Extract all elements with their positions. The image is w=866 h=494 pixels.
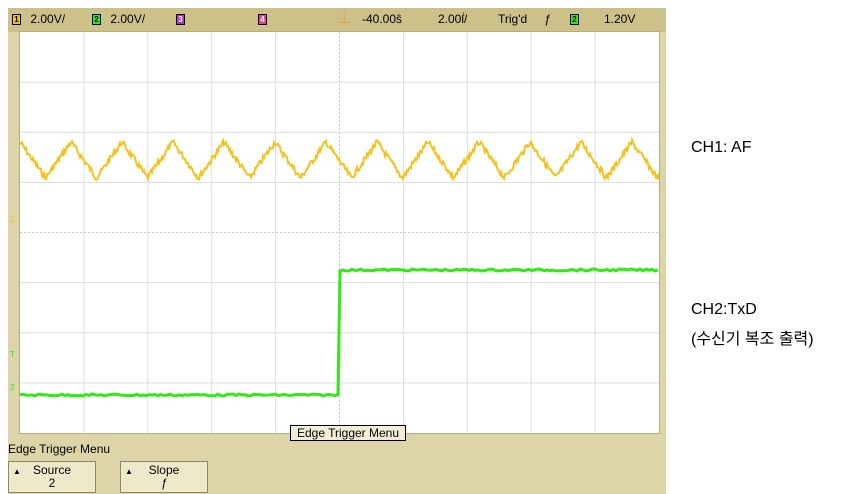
- ch4-indicator[interactable]: 4: [258, 12, 267, 26]
- slope-softkey[interactable]: ▲ Slope ƒ: [120, 461, 208, 493]
- ch2-annotation-sub: (수신기 복조 출력): [691, 331, 814, 348]
- time-per-div[interactable]: 2.00ẛ/: [438, 12, 468, 26]
- ch1-ground-marker: 1: [10, 215, 15, 224]
- oscilloscope-screen: 1 2.00V/ 2 2.00V/ 3 4 ⊥ -40.00ŝ 2.00ẛ/ T…: [8, 8, 666, 494]
- ch3-indicator[interactable]: 3: [176, 12, 185, 26]
- status-bar: 1 2.00V/ 2 2.00V/ 3 4 ⊥ -40.00ŝ 2.00ẛ/ T…: [8, 8, 666, 32]
- menu-title: Edge Trigger Menu: [8, 442, 111, 456]
- ch3-badge: 3: [176, 14, 185, 26]
- graticule: [20, 32, 659, 433]
- trigger-source-badge: 2: [570, 14, 579, 26]
- ch2-indicator[interactable]: 2 2.00V/: [92, 12, 145, 26]
- timebase-offset[interactable]: -40.00ŝ: [362, 12, 403, 26]
- ch2-badge: 2: [92, 14, 101, 26]
- softkey-arrow-icon: ▲: [125, 467, 133, 476]
- ch2-ground-marker: 2: [10, 383, 15, 392]
- edge-trigger-menu-popup: Edge Trigger Menu: [290, 425, 406, 441]
- ch4-badge: 4: [258, 14, 267, 26]
- ch1-scale: 2.00V/: [30, 12, 66, 26]
- source-softkey[interactable]: ▲ Source 2: [8, 461, 96, 493]
- softkey-arrow-icon: ▲: [13, 467, 21, 476]
- waveform-svg: [19, 32, 660, 433]
- trigger-level-marker: T: [10, 350, 15, 359]
- slope-label: Slope: [148, 463, 180, 477]
- trigger-status: Trig'd: [498, 12, 528, 26]
- ch1-waveform: [19, 136, 660, 183]
- source-label: Source: [32, 463, 72, 477]
- trigger-source-indicator: 2: [570, 12, 579, 26]
- ch1-annotation: CH1: AF: [691, 139, 752, 156]
- ch2-waveform: [19, 267, 659, 398]
- ch1-indicator[interactable]: 1 2.00V/: [12, 12, 65, 26]
- ch1-badge: 1: [12, 14, 21, 26]
- waveform-display: [19, 31, 660, 434]
- trigger-slope-icon: ƒ: [544, 12, 551, 26]
- ch2-scale: 2.00V/: [110, 12, 146, 26]
- trigger-level[interactable]: 1.20V: [604, 12, 636, 26]
- source-value: 2: [48, 476, 56, 490]
- ch2-annotation: CH2:TxD: [691, 301, 757, 318]
- trigger-position-icon: ⊥: [338, 10, 351, 26]
- slope-value: ƒ: [160, 476, 168, 490]
